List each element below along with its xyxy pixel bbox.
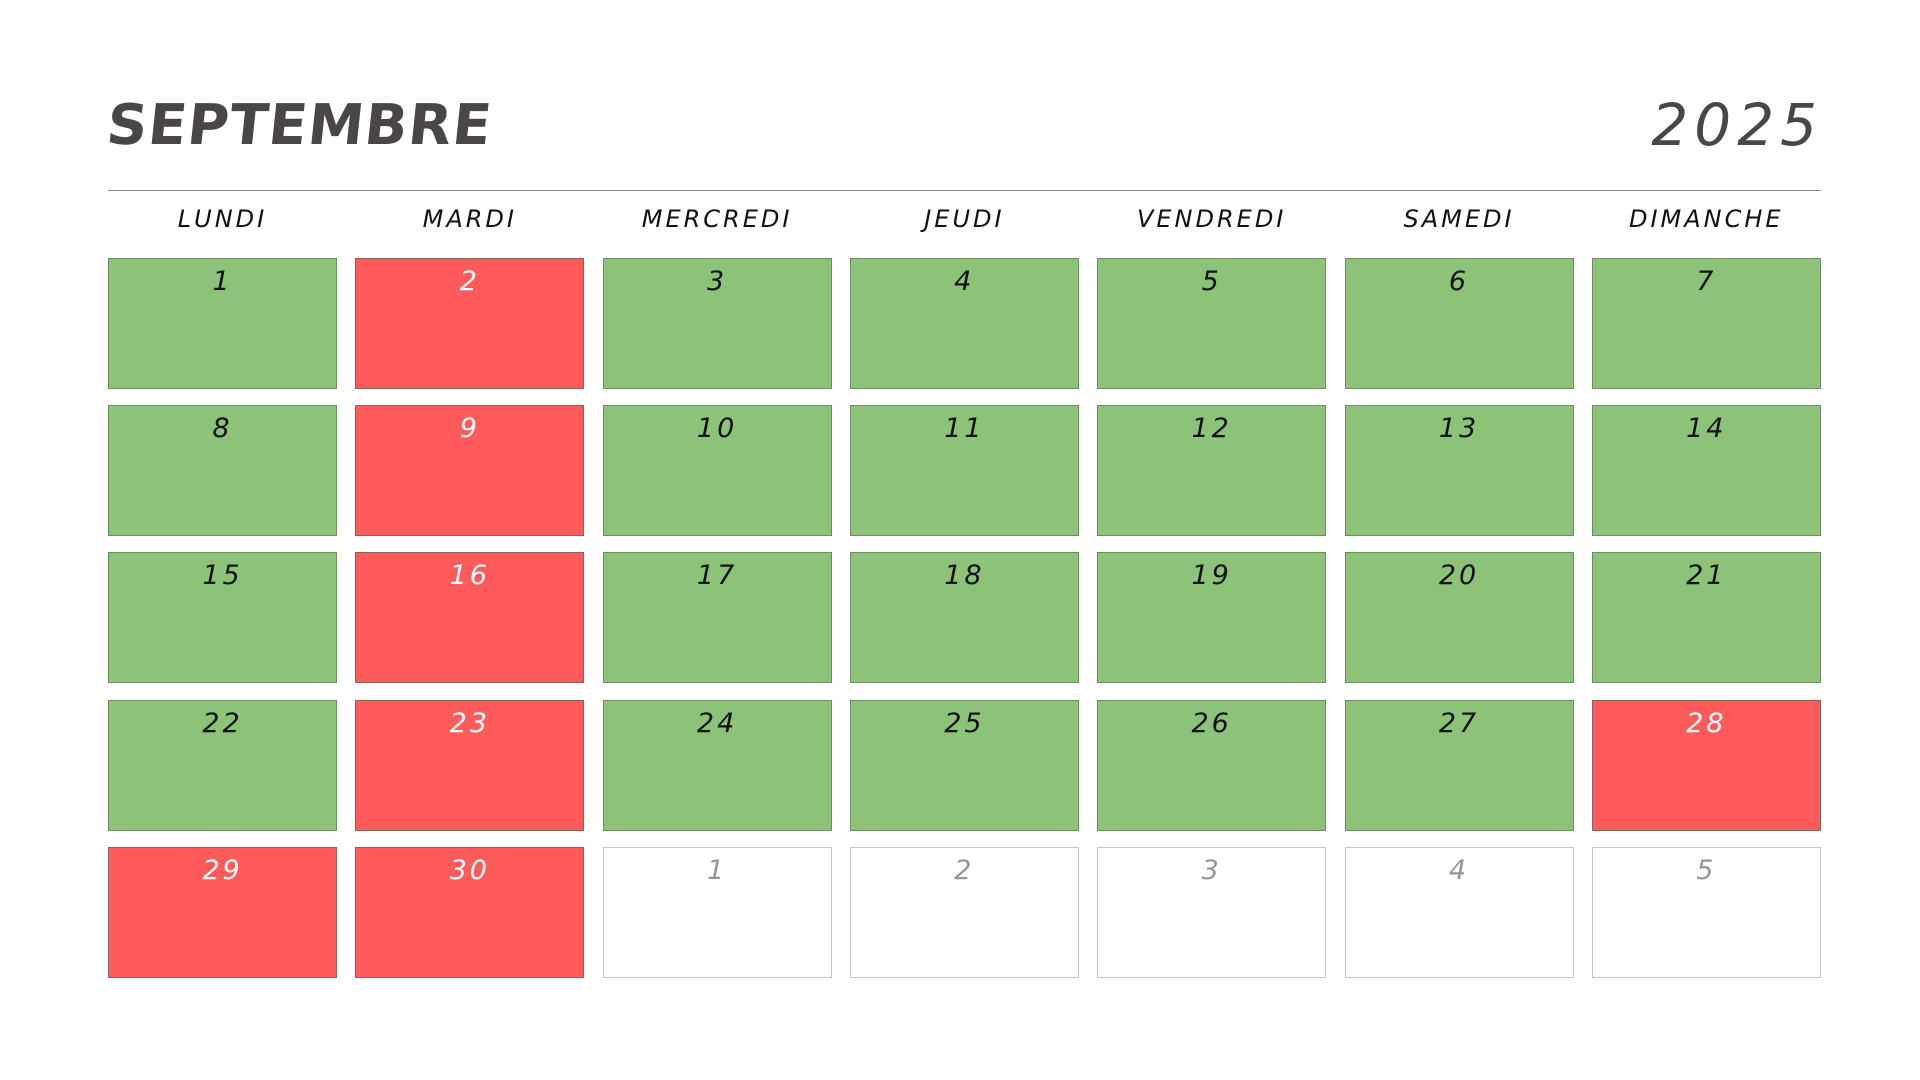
day-number: 26 — [1191, 707, 1232, 739]
calendar-day-cell-next-month[interactable]: 2 — [849, 846, 1079, 978]
day-number: 15 — [202, 560, 243, 592]
weekday-label: SAMEDI — [1403, 205, 1515, 233]
calendar-day-cell[interactable]: 2 — [355, 258, 585, 389]
day-number: 30 — [449, 854, 490, 886]
calendar-day-cell[interactable]: 19 — [1097, 552, 1327, 684]
day-number: 5 — [1696, 854, 1717, 886]
calendar-day-cell[interactable]: 29 — [108, 846, 337, 978]
weekday-label: LUNDI — [177, 205, 268, 233]
day-number: 2 — [459, 266, 480, 297]
calendar-day-cell[interactable]: 14 — [1591, 405, 1821, 537]
day-number: 6 — [1448, 266, 1470, 297]
day-number: 12 — [1191, 413, 1232, 445]
day-number: 4 — [1448, 854, 1470, 886]
calendar-day-cell[interactable]: 23 — [355, 699, 585, 831]
calendar-day-cell-next-month[interactable]: 4 — [1344, 846, 1574, 978]
calendar-day-cell[interactable]: 12 — [1097, 405, 1327, 537]
day-number: 27 — [1438, 707, 1480, 739]
day-number: 17 — [696, 560, 738, 592]
day-number: 8 — [212, 413, 233, 445]
day-number: 24 — [696, 707, 738, 739]
day-number: 18 — [944, 560, 985, 592]
day-number: 23 — [449, 707, 490, 739]
calendar-day-cell[interactable]: 10 — [602, 405, 832, 537]
day-number: 2 — [954, 854, 975, 886]
day-number: 13 — [1438, 413, 1480, 445]
day-number: 3 — [1201, 854, 1222, 886]
calendar-day-cell[interactable]: 1 — [108, 258, 337, 389]
year-title: 2025 — [1651, 91, 1823, 159]
calendar-day-cell[interactable]: 27 — [1344, 699, 1574, 831]
weekday-label: JEUDI — [924, 205, 1005, 233]
calendar-day-cell[interactable]: 16 — [355, 552, 585, 684]
header-divider — [108, 190, 1821, 191]
day-number: 1 — [707, 854, 728, 886]
day-number: 7 — [1696, 266, 1717, 297]
calendar-day-cell[interactable]: 4 — [849, 258, 1079, 389]
calendar-day-cell[interactable]: 24 — [602, 699, 832, 831]
month-title: SEPTEMBRE — [103, 93, 496, 158]
calendar-day-cell[interactable]: 15 — [108, 552, 337, 684]
calendar-day-cell[interactable]: 26 — [1097, 699, 1327, 831]
calendar-day-cell[interactable]: 17 — [602, 552, 832, 684]
day-number: 5 — [1201, 266, 1222, 297]
day-number: 1 — [212, 266, 233, 297]
calendar-day-cell-next-month[interactable]: 3 — [1097, 846, 1327, 978]
day-number: 29 — [202, 854, 243, 886]
day-number: 3 — [707, 266, 728, 297]
day-number: 14 — [1686, 413, 1727, 445]
calendar-day-cell[interactable]: 11 — [849, 405, 1079, 537]
calendar-day-cell[interactable]: 7 — [1591, 258, 1821, 389]
day-number: 21 — [1686, 560, 1727, 592]
day-number: 20 — [1438, 560, 1480, 592]
calendar-day-cell[interactable]: 25 — [849, 699, 1079, 831]
calendar-day-cell[interactable]: 21 — [1591, 552, 1821, 684]
calendar-day-cell[interactable]: 30 — [355, 846, 585, 978]
calendar-day-cell-next-month[interactable]: 1 — [602, 846, 832, 978]
weekday-label: DIMANCHE — [1628, 205, 1784, 233]
calendar-day-cell[interactable]: 20 — [1344, 552, 1574, 684]
calendar-day-cell[interactable]: 13 — [1344, 405, 1574, 537]
day-number: 22 — [202, 707, 243, 739]
day-number: 19 — [1191, 560, 1232, 592]
calendar-day-cell[interactable]: 22 — [108, 699, 337, 831]
day-number: 4 — [954, 266, 975, 297]
day-number: 9 — [459, 413, 480, 445]
calendar-grid: 1 2 3 4 5 6 7 8 9 10 11 12 13 14 15 16 17 18 19 20 21 22 23 24 2… — [108, 258, 1821, 978]
calendar-day-cell[interactable]: 6 — [1344, 258, 1574, 389]
weekday-label: MARDI — [422, 205, 517, 233]
weekday-label: MERCREDI — [641, 205, 793, 233]
day-number: 16 — [449, 560, 490, 592]
calendar-day-cell[interactable]: 3 — [602, 258, 832, 389]
day-number: 10 — [696, 413, 738, 445]
calendar-day-cell[interactable]: 18 — [849, 552, 1079, 684]
day-number: 28 — [1686, 707, 1727, 739]
day-number: 11 — [944, 413, 985, 445]
day-number: 25 — [944, 707, 985, 739]
calendar-day-cell[interactable]: 5 — [1097, 258, 1327, 389]
calendar-day-cell[interactable]: 28 — [1591, 699, 1821, 831]
calendar-day-cell[interactable]: 9 — [355, 405, 585, 537]
weekday-header-row: LUNDI MARDI MERCREDI JEUDI VENDREDI SAMEDI DIM… — [108, 201, 1821, 237]
calendar-day-cell-next-month[interactable]: 5 — [1591, 846, 1821, 978]
weekday-label: VENDREDI — [1136, 205, 1287, 233]
calendar-day-cell[interactable]: 8 — [108, 405, 337, 537]
